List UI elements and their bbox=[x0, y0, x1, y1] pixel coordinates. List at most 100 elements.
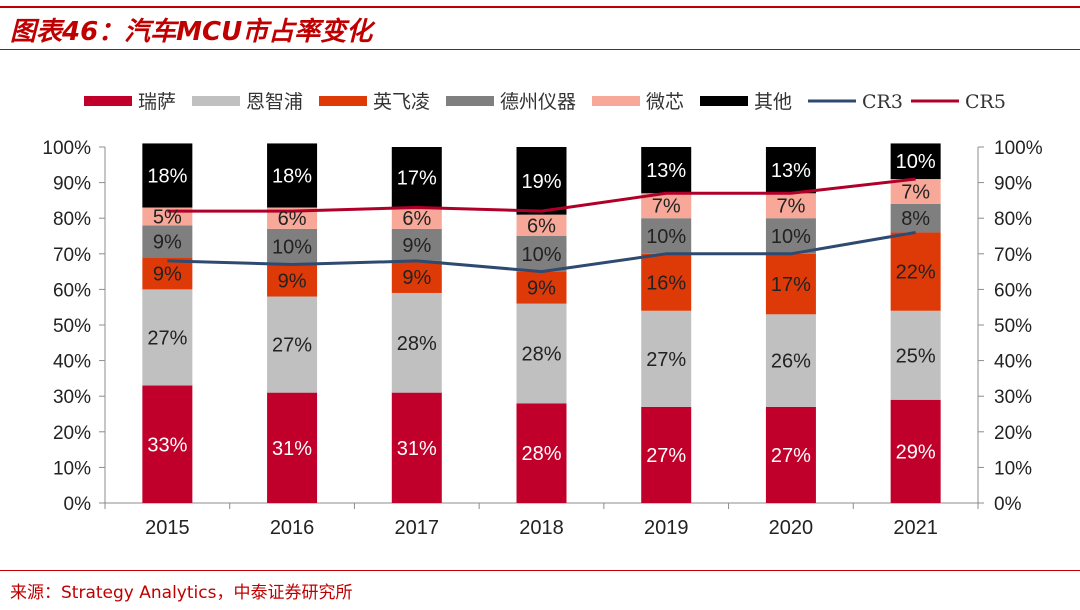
legend: 瑞萨 恩智浦 英飞凌 德州仪器 微芯 其他 CR3 CR5 bbox=[84, 91, 1006, 113]
bar-segment bbox=[142, 289, 193, 386]
bar-data-label: 9% bbox=[402, 235, 431, 257]
bar-data-label: 29% bbox=[896, 441, 936, 463]
bar-data-label: 28% bbox=[521, 443, 561, 465]
bar-data-label: 25% bbox=[896, 345, 936, 367]
bar-data-label: 9% bbox=[278, 271, 307, 293]
bar-segment bbox=[641, 218, 692, 254]
bar-data-label: 8% bbox=[901, 208, 930, 230]
y-tick-label-right: 50% bbox=[994, 316, 1032, 337]
y-tick-label-left: 100% bbox=[42, 138, 91, 159]
bar-data-label: 10% bbox=[896, 151, 936, 173]
axes: 0% 10% 20% 30% 40% 50% 60% 70% 80% 90% 100% 0% 10% 20… bbox=[42, 138, 1042, 539]
bar-segment bbox=[391, 228, 442, 261]
top-rule bbox=[0, 6, 1080, 8]
bar-data-label: 27% bbox=[147, 327, 187, 349]
data-labels: 33% 27% 9% 9% 5% 18% 31% 27% 9% 10% 6% 18% 31% 28% 9% 9… bbox=[147, 151, 936, 467]
bar-data-label: 28% bbox=[397, 333, 437, 355]
bar-data-label: 27% bbox=[771, 445, 811, 467]
y-tick-label-left: 80% bbox=[53, 209, 91, 230]
bar-data-label: 19% bbox=[521, 171, 561, 193]
y-tick-label-right: 80% bbox=[994, 209, 1032, 230]
bar-segment bbox=[890, 399, 941, 503]
bar-data-label: 27% bbox=[272, 335, 312, 357]
y-tick-label-right: 10% bbox=[994, 458, 1032, 479]
bar-segment bbox=[765, 314, 816, 407]
bar-segment bbox=[765, 193, 816, 219]
bar-segment bbox=[641, 147, 692, 194]
bar-segment bbox=[890, 179, 941, 204]
bar-segment bbox=[765, 406, 816, 503]
lines bbox=[167, 177, 916, 274]
bar-data-label: 9% bbox=[153, 263, 182, 285]
bar-data-label: 10% bbox=[646, 226, 686, 248]
bar-segment bbox=[641, 253, 692, 311]
title-rule bbox=[0, 49, 1080, 50]
bar-data-label: 9% bbox=[402, 267, 431, 289]
y-tick-label-right: 30% bbox=[994, 387, 1032, 408]
bar-segment bbox=[516, 236, 567, 272]
bar-segment bbox=[890, 143, 941, 180]
legend-swatch bbox=[446, 96, 494, 106]
series-line-cr5 bbox=[167, 177, 916, 213]
bar-segment bbox=[391, 292, 442, 393]
y-tick-label-right: 60% bbox=[994, 280, 1032, 301]
bar-segment bbox=[516, 403, 567, 503]
x-tick-label: 2015 bbox=[145, 517, 190, 539]
source-note: 来源：Strategy Analytics，中泰证券研究所 bbox=[10, 583, 353, 603]
bar-data-label: 10% bbox=[521, 244, 561, 266]
legend-label: 英飞凌 bbox=[373, 91, 430, 113]
legend-label: CR3 bbox=[862, 91, 903, 113]
x-tick-label: 2021 bbox=[893, 517, 938, 539]
bar-segment bbox=[267, 143, 318, 208]
bar-data-label: 17% bbox=[771, 274, 811, 296]
y-tick-label-right: 90% bbox=[994, 174, 1032, 195]
legend-swatch bbox=[192, 96, 240, 106]
bar-segment bbox=[267, 207, 318, 229]
bar-segment bbox=[391, 392, 442, 503]
bar-data-label: 9% bbox=[153, 231, 182, 253]
y-tick-label-left: 60% bbox=[53, 280, 91, 301]
y-tick-label-left: 40% bbox=[53, 352, 91, 373]
bar-segment bbox=[142, 225, 193, 258]
bar-data-label: 18% bbox=[272, 165, 312, 187]
legend-swatch bbox=[319, 96, 367, 106]
bar-data-label: 31% bbox=[272, 438, 312, 460]
y-tick-label-right: 40% bbox=[994, 352, 1032, 373]
bar-data-label: 31% bbox=[397, 438, 437, 460]
bar-segment bbox=[641, 406, 692, 503]
y-tick-label-left: 10% bbox=[53, 458, 91, 479]
y-tick-label-left: 20% bbox=[53, 423, 91, 444]
bar-segment bbox=[391, 260, 442, 293]
bars bbox=[142, 143, 941, 503]
bar-segment bbox=[641, 193, 692, 219]
bar-segment bbox=[890, 203, 941, 233]
bar-data-label: 10% bbox=[771, 226, 811, 248]
bar-data-label: 9% bbox=[527, 278, 556, 300]
bar-segment bbox=[890, 310, 941, 400]
y-tick-label-right: 0% bbox=[994, 494, 1022, 515]
bar-segment bbox=[516, 303, 567, 404]
legend-label: CR5 bbox=[965, 91, 1006, 113]
x-tick-label: 2020 bbox=[769, 517, 814, 539]
bar-data-label: 28% bbox=[521, 343, 561, 365]
bar-data-label: 26% bbox=[771, 351, 811, 373]
y-tick-label-right: 70% bbox=[994, 245, 1032, 266]
legend-swatch bbox=[84, 96, 132, 106]
bar-segment bbox=[267, 228, 318, 265]
bar-data-label: 18% bbox=[147, 165, 187, 187]
bar-segment bbox=[765, 253, 816, 315]
bar-data-label: 7% bbox=[901, 182, 930, 204]
bar-segment bbox=[890, 232, 941, 311]
y-tick-label-left: 30% bbox=[53, 387, 91, 408]
bar-data-label: 6% bbox=[278, 208, 307, 230]
x-tick-label: 2017 bbox=[395, 517, 440, 539]
legend-label: 其他 bbox=[754, 91, 792, 113]
bar-data-label: 22% bbox=[896, 262, 936, 284]
x-tick-label: 2016 bbox=[270, 517, 315, 539]
legend-swatch bbox=[700, 96, 748, 106]
bar-segment bbox=[641, 310, 692, 407]
bar-segment bbox=[391, 147, 442, 208]
series-line-cr3 bbox=[167, 230, 916, 274]
bar-segment bbox=[267, 264, 318, 297]
bar-segment bbox=[142, 385, 193, 503]
